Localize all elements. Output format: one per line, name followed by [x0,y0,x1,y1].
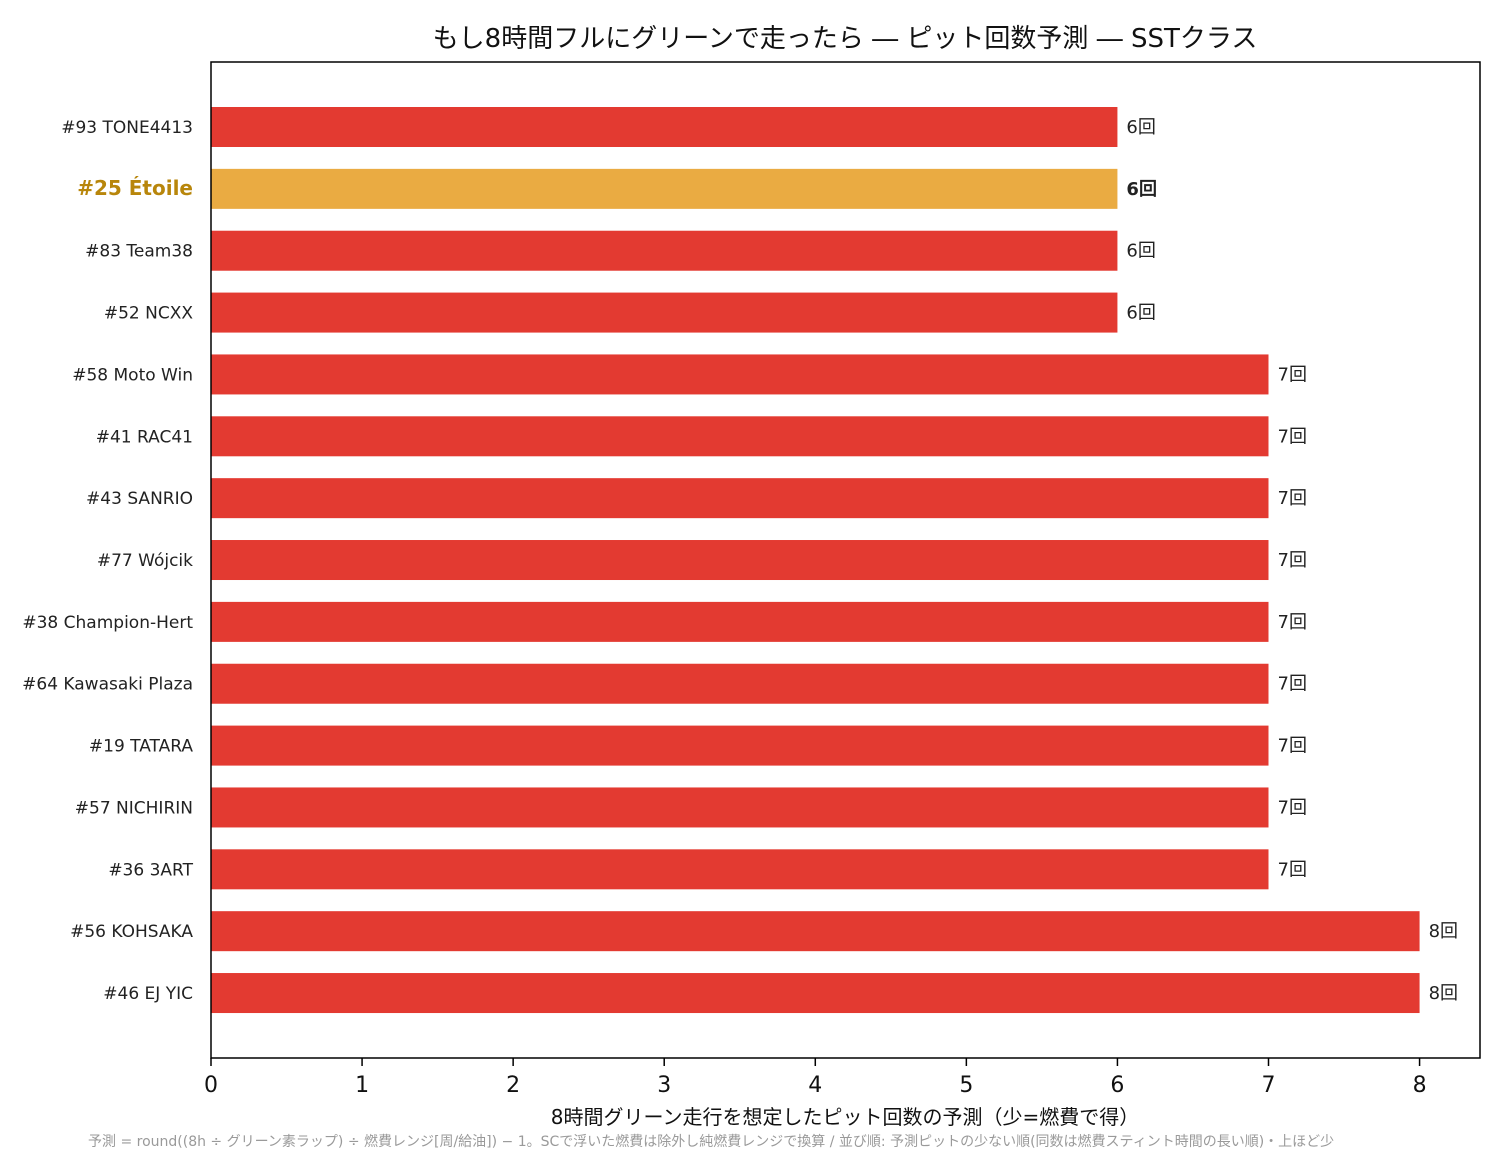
value-label: 7回 [1278,364,1307,385]
category-label: #41 RAC41 [96,427,193,447]
bar [211,973,1420,1014]
category-label: #43 SANRIO [86,489,193,509]
category-label: #93 TONE4413 [61,118,193,138]
category-label: #56 KOHSAKA [70,922,193,942]
category-label: #57 NICHIRIN [75,798,193,818]
bar [211,911,1420,952]
category-label: #64 Kawasaki Plaza [22,675,193,695]
bar [211,107,1118,147]
value-label: 6回 [1126,117,1155,138]
category-label: #36 3ART [108,860,193,880]
value-label: 7回 [1278,426,1307,447]
value-labels: 6回 6回 6回 6回 7回 7回 7回 7回 7回 7回 7回 7回 7回 8回 8回 [1126,117,1458,1004]
bar [211,292,1118,333]
x-tick-label: 3 [657,1073,671,1098]
category-label: #77 Wójcik [97,551,193,571]
x-tick-label: 4 [808,1073,822,1098]
bar [211,725,1269,766]
value-label: 7回 [1278,674,1307,695]
footnote: 予測 = round((8h ÷ グリーン素ラップ) ÷ 燃費レンジ[周/給油]… [88,1133,1334,1150]
category-label: #52 NCXX [104,304,194,324]
category-label: #19 TATARA [89,737,193,757]
bar [211,601,1269,642]
bars-layer [211,107,1420,1014]
x-tick-label: 8 [1413,1073,1427,1098]
x-tick-label: 5 [959,1073,973,1098]
category-label: #58 Moto Win [72,365,193,385]
category-label: #25 Étoile [77,176,193,200]
x-tick-label: 6 [1110,1073,1124,1098]
value-label: 7回 [1278,736,1307,757]
value-label: 8回 [1429,983,1458,1004]
category-label: #46 EJ YIC [103,984,193,1004]
category-labels: #93 TONE4413 #25 Étoile #83 Team38 #52 NCXX… [22,118,193,1004]
value-label: 7回 [1278,550,1307,571]
bar [211,416,1269,457]
bar [211,478,1269,519]
bar [211,663,1269,704]
bar [211,540,1269,581]
category-label: #38 Champion-Hert [22,613,193,633]
x-axis: 0 1 2 3 4 5 6 7 8 [204,1058,1427,1098]
value-label: 6回 [1126,303,1155,324]
value-label: 7回 [1278,612,1307,633]
value-label: 8回 [1429,921,1458,942]
bar [211,230,1118,271]
category-label: #83 Team38 [85,242,193,262]
value-label: 7回 [1278,859,1307,880]
bar [211,354,1269,395]
bar [211,849,1269,890]
bar [211,168,1118,209]
value-label: 7回 [1278,488,1307,509]
value-label: 7回 [1278,797,1307,818]
bar [211,787,1269,828]
x-tick-label: 2 [506,1073,520,1098]
value-label: 6回 [1126,179,1157,200]
x-tick-label: 0 [204,1073,218,1098]
plot-frame [210,61,1481,1059]
x-tick-label: 7 [1262,1073,1276,1098]
value-label: 6回 [1126,241,1155,262]
chart-title: もし8時間フルにグリーンで走ったら ― ピット回数予測 ― SSTクラス [433,24,1258,54]
x-tick-label: 1 [355,1073,369,1098]
x-axis-label: 8時間グリーン走行を想定したピット回数の予測（少=燃費で得） [551,1105,1139,1129]
